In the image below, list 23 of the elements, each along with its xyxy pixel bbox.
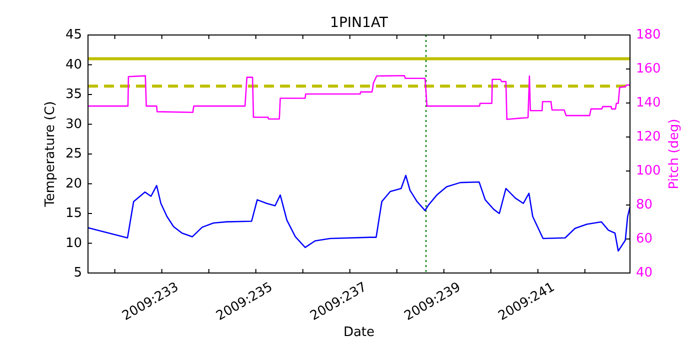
y-tick-label: 5 xyxy=(74,266,82,281)
y2-tick-label: 120 xyxy=(636,130,661,145)
chart-title: 1PIN1AT xyxy=(330,15,388,31)
y2-tick-label: 180 xyxy=(636,28,661,43)
y2-axis-title: Pitch (deg) xyxy=(667,118,682,190)
y-tick-label: 45 xyxy=(65,28,82,43)
x-axis-title: Date xyxy=(343,325,375,340)
line-series xyxy=(88,74,631,120)
y-axis-title: Temperature (C) xyxy=(43,101,58,208)
y2-tick-label: 80 xyxy=(636,198,653,213)
y-tick-label: 25 xyxy=(65,146,82,162)
y2-tick-label: 100 xyxy=(636,164,661,179)
y-tick-label: 15 xyxy=(65,206,82,222)
y2-tick-label: 160 xyxy=(636,62,661,77)
y-tick-label: 20 xyxy=(65,176,82,192)
y-tick-label: 30 xyxy=(65,116,82,132)
line-series xyxy=(87,174,631,252)
y-tick-label: 35 xyxy=(65,87,82,102)
y2-tick-label: 60 xyxy=(636,232,653,247)
y2-tick-label: 40 xyxy=(636,266,653,281)
y2-tick-label: 140 xyxy=(636,96,661,111)
y-tick-label: 40 xyxy=(65,57,82,72)
y-tick-label: 10 xyxy=(65,236,82,251)
